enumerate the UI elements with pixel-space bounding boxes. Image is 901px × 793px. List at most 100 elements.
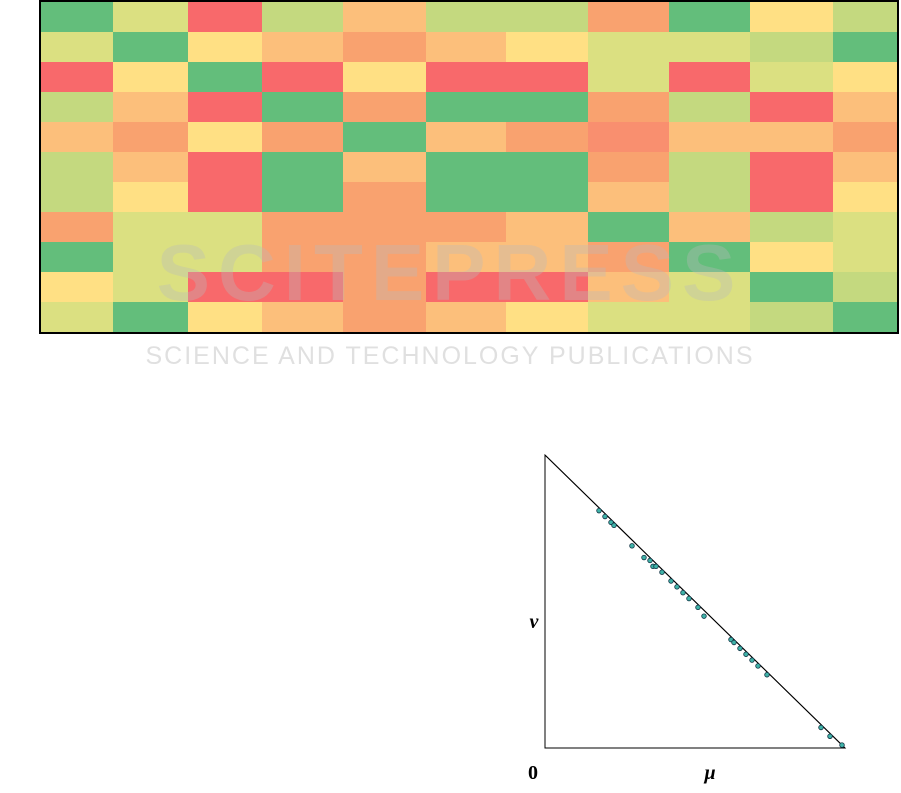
heatmap-cell — [188, 32, 262, 62]
heatmap-cell — [113, 242, 188, 272]
heatmap-cell — [669, 242, 750, 272]
x-axis-label: μ — [703, 762, 715, 784]
heatmap-cell — [113, 272, 188, 302]
data-point — [647, 557, 653, 564]
heatmap-cell — [833, 62, 898, 92]
heatmap-cell — [750, 182, 833, 212]
heatmap-cell — [669, 212, 750, 242]
heatmap-cell — [262, 32, 343, 62]
heatmap-cell — [343, 302, 426, 333]
heatmap-cell — [188, 212, 262, 242]
data-point — [731, 639, 737, 646]
data-point — [674, 584, 680, 590]
data-point — [659, 569, 665, 575]
heatmap-cell — [506, 182, 588, 212]
heatmap-cell — [262, 302, 343, 333]
watermark-title: SCITEPRESS — [157, 228, 744, 317]
heatmap-cell — [40, 182, 113, 212]
heatmap-cell — [113, 1, 188, 32]
heatmap-frame — [39, 0, 899, 334]
heatmap-cell — [506, 92, 588, 122]
heatmap-cell — [40, 1, 113, 32]
heatmap-cell — [40, 92, 113, 122]
heatmap-cell — [506, 32, 588, 62]
heatmap-cell — [506, 302, 588, 333]
heatmap-cell — [669, 32, 750, 62]
heatmap-cell — [833, 32, 898, 62]
data-point — [695, 604, 701, 611]
heatmap-cell — [506, 62, 588, 92]
heatmap-cell — [426, 302, 506, 333]
heatmap-cell — [588, 242, 669, 272]
heatmap-cell — [588, 272, 669, 302]
heatmap-cell — [426, 182, 506, 212]
data-point — [629, 543, 635, 549]
heatmap-cell — [188, 272, 262, 302]
data-point — [668, 578, 674, 584]
data-point — [839, 742, 845, 748]
heatmap-cell — [262, 272, 343, 302]
heatmap-cell — [262, 152, 343, 182]
data-point — [641, 554, 647, 561]
watermark-subtitle: SCIENCE AND TECHNOLOGY PUBLICATIONS — [145, 342, 754, 370]
data-point — [749, 657, 755, 663]
hypotenuse — [544, 454, 846, 749]
heatmap-cell — [750, 212, 833, 242]
heatmap-cell — [750, 272, 833, 302]
heatmap-cell — [588, 32, 669, 62]
heatmap-cell — [506, 1, 588, 32]
data-point — [701, 613, 707, 619]
heatmap-cell — [750, 1, 833, 32]
heatmap-cell — [262, 212, 343, 242]
heatmap-cell — [506, 272, 588, 302]
heatmap-cell — [426, 122, 506, 152]
heatmap-cell — [343, 1, 426, 32]
heatmap-cell — [588, 302, 669, 333]
heatmap-cell — [588, 182, 669, 212]
heatmap-cell — [343, 92, 426, 122]
heatmap-cell — [113, 122, 188, 152]
heatmap-cell — [426, 242, 506, 272]
heatmap-cell — [833, 1, 898, 32]
heatmap-cell — [426, 62, 506, 92]
heatmap-cell — [113, 152, 188, 182]
data-point — [743, 651, 749, 657]
heatmap — [40, 1, 898, 333]
heatmap-cell — [426, 1, 506, 32]
heatmap-cell — [40, 212, 113, 242]
heatmap-cell — [113, 32, 188, 62]
heatmap-cell — [40, 122, 113, 152]
heatmap-cell — [669, 122, 750, 152]
heatmap-cell — [40, 272, 113, 302]
heatmap-cell — [188, 302, 262, 333]
heatmap-cell — [343, 32, 426, 62]
heatmap-cell — [262, 92, 343, 122]
heatmap-cell — [113, 182, 188, 212]
heatmap-cell — [506, 152, 588, 182]
heatmap-cell — [426, 152, 506, 182]
heatmap-cell — [188, 182, 262, 212]
heatmap-cell — [750, 302, 833, 333]
heatmap-cell — [188, 1, 262, 32]
heatmap-cell — [833, 242, 898, 272]
heatmap-cell — [113, 302, 188, 333]
heatmap-cell — [188, 242, 262, 272]
heatmap-cell — [750, 122, 833, 152]
heatmap-cell — [833, 182, 898, 212]
data-point — [680, 590, 686, 596]
heatmap-cell — [669, 62, 750, 92]
data-point — [686, 595, 692, 602]
heatmap-cell — [40, 62, 113, 92]
heatmap-cell — [669, 92, 750, 122]
heatmap-cell — [750, 92, 833, 122]
origin-label: 0 — [528, 762, 538, 784]
data-point — [755, 663, 761, 669]
heatmap-cell — [113, 212, 188, 242]
heatmap-cell — [343, 182, 426, 212]
heatmap-cell — [588, 62, 669, 92]
heatmap-cell — [506, 122, 588, 152]
heatmap-cell — [113, 92, 188, 122]
heatmap-cell — [343, 122, 426, 152]
heatmap-cell — [833, 272, 898, 302]
heatmap-cell — [506, 212, 588, 242]
